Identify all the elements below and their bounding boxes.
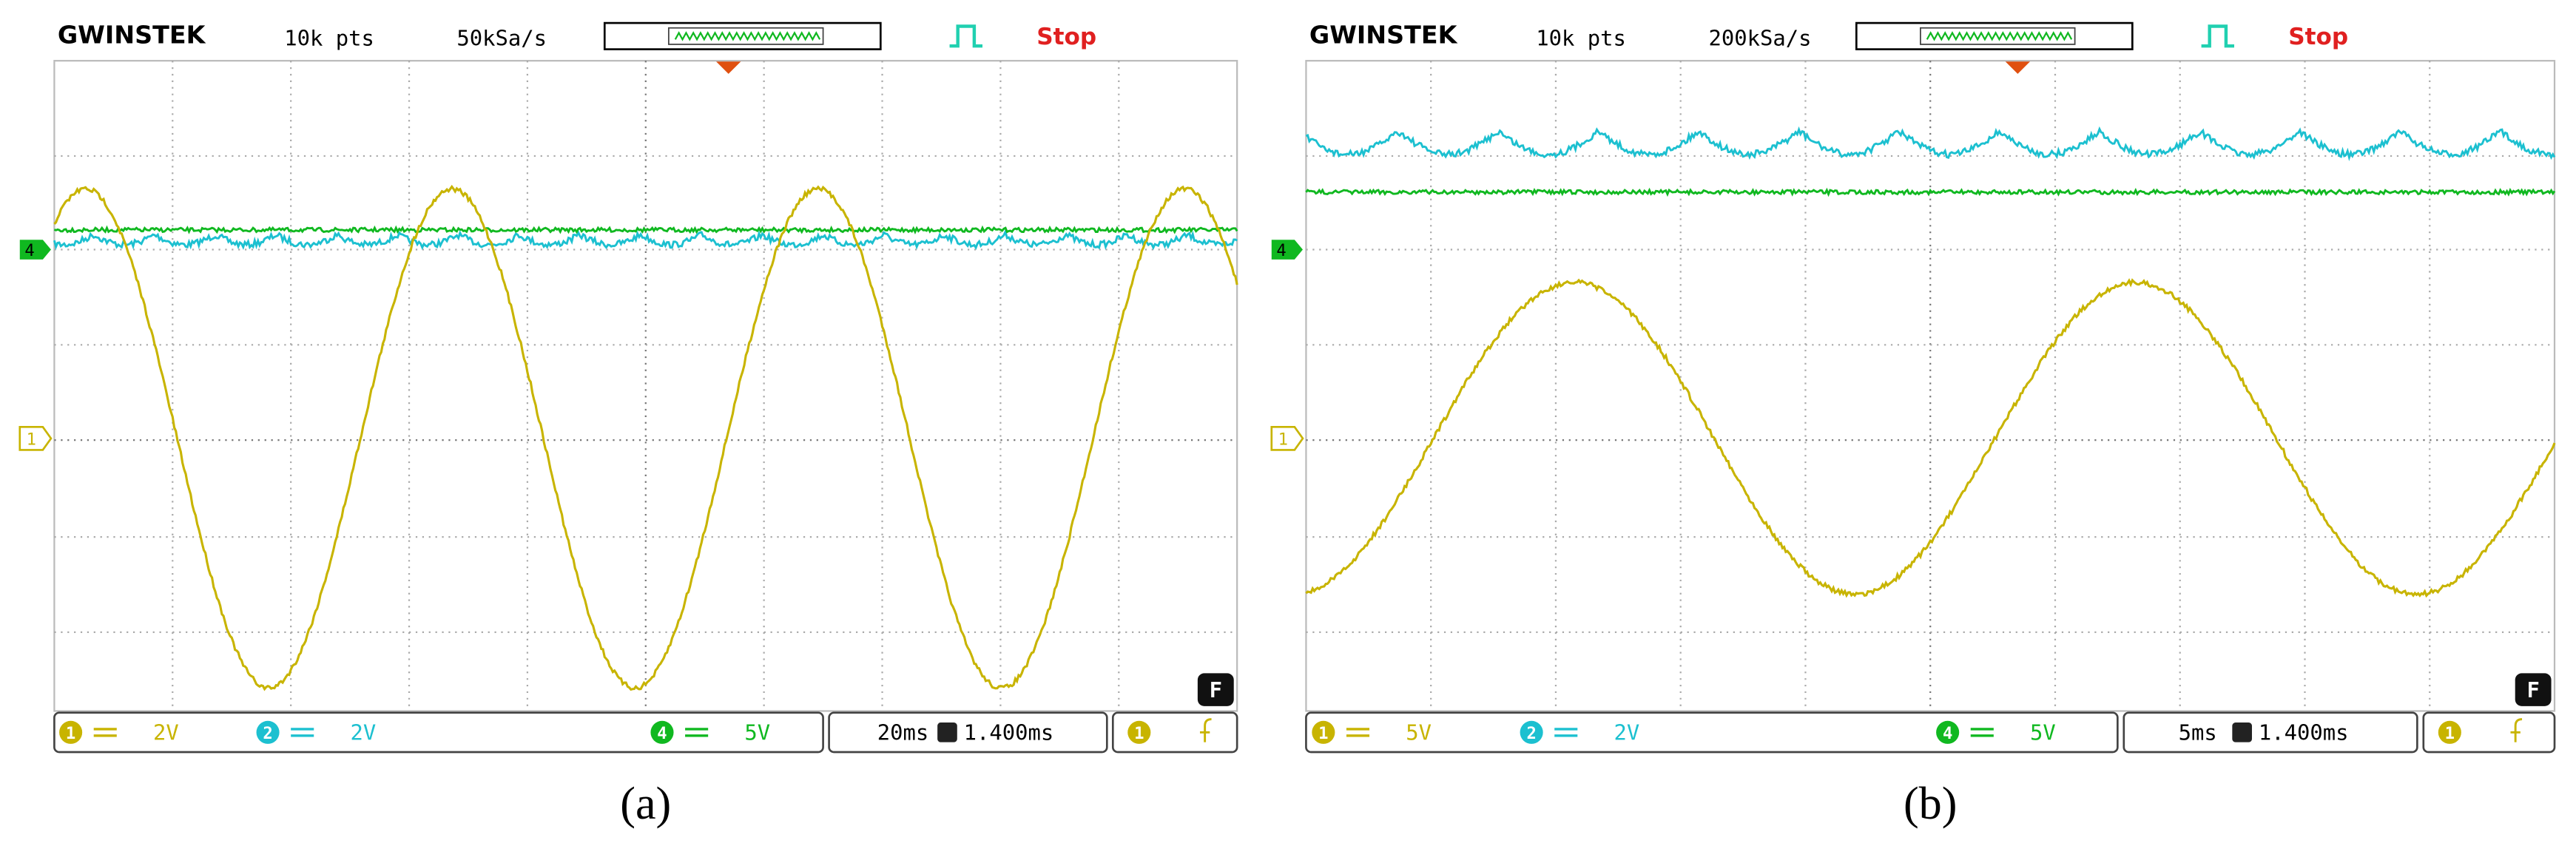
channel-id: 2 <box>263 724 272 743</box>
h-position: 1.400ms <box>964 720 1054 745</box>
scope-screen: GWINSTEK 10k pts 50kSa/s Stop 4 1 F 1 2V 2 2V 4 5V 20… <box>18 20 1238 829</box>
marker-ch1-label: 1 <box>1278 430 1288 450</box>
run-status: Stop <box>2288 24 2348 50</box>
trigger-source: 1 <box>2445 724 2455 743</box>
marker-ch4-label: 4 <box>1276 241 1286 260</box>
channel-badge <box>256 720 280 744</box>
fine-box <box>2515 673 2552 706</box>
sample-rate: 200kSa/s <box>1708 25 1811 50</box>
marker-ch1 <box>1270 425 1304 451</box>
channel-badge <box>1312 720 1335 744</box>
channel-badge <box>59 720 83 744</box>
coupling-icon <box>1970 728 1994 737</box>
coupling-icon <box>685 728 709 737</box>
channel-badge <box>1936 720 1960 744</box>
coupling-icon <box>291 728 314 737</box>
trigger-position <box>715 61 742 74</box>
memory-wave <box>674 31 821 41</box>
fine-label: F <box>1210 677 1222 703</box>
trigger-slope <box>2510 718 2523 742</box>
timebase: 5ms <box>2179 720 2217 745</box>
trigger-box <box>2422 711 2556 754</box>
channel-id: 1 <box>1318 724 1328 743</box>
run-status: Stop <box>1036 24 1096 50</box>
marker-ch1 <box>18 425 53 451</box>
trigger-position <box>2004 61 2032 74</box>
channel-scale: 5V <box>744 720 770 745</box>
marker-ch4 <box>19 240 51 260</box>
trace-ch4 <box>53 225 1238 234</box>
fine-label: F <box>2526 677 2539 703</box>
sample-rate: 50kSa/s <box>456 25 547 50</box>
channel-scale: 5V <box>2030 720 2056 745</box>
coupling-icon <box>93 728 117 737</box>
trigger-icon <box>949 24 982 48</box>
channel-scale: 2V <box>153 720 179 745</box>
trigger-badge <box>2438 720 2461 744</box>
trace-ch1 <box>53 184 1238 691</box>
timebase: 20ms <box>877 720 929 745</box>
channel-scale: 2V <box>1614 720 1640 745</box>
memory-window <box>1920 27 2076 45</box>
channel-id: 4 <box>1943 724 1952 743</box>
scope-screen: GWINSTEK 10k pts 200kSa/s Stop 4 1 F 1 5V 2 2V 4 5V 5… <box>1270 20 2556 829</box>
channel-box <box>53 711 824 754</box>
coupling-icon <box>1554 728 1578 737</box>
brand: GWINSTEK <box>1309 20 1458 49</box>
marker-ch4-label: 4 <box>24 241 34 260</box>
trigger-badge <box>1127 720 1151 744</box>
record-length: 10k pts <box>284 25 374 50</box>
memory-wave <box>1926 31 2073 41</box>
channel-id: 1 <box>66 724 75 743</box>
channel-id: 4 <box>657 724 667 743</box>
channel-scale: 5V <box>1406 720 1432 745</box>
channel-scale: 2V <box>350 720 376 745</box>
trace-ch1 <box>1305 278 2556 598</box>
record-length: 10k pts <box>1536 25 1626 50</box>
channel-box <box>1305 711 2119 754</box>
trigger-icon <box>2201 24 2235 48</box>
trace-ch4 <box>1305 187 2556 197</box>
channel-badge <box>1520 720 1543 744</box>
channel-id: 2 <box>1526 724 1536 743</box>
trace-ch2 <box>1305 126 2556 162</box>
timebase-box <box>828 711 1108 754</box>
trace-ch2 <box>53 228 1238 251</box>
marker-ch1-label: 1 <box>27 430 36 450</box>
trigger-source: 1 <box>1134 724 1144 743</box>
trigger-slope <box>1199 718 1212 742</box>
marker-ch4 <box>1271 240 1303 260</box>
channel-badge <box>650 720 674 744</box>
fine-box <box>1197 673 1234 706</box>
position-icon <box>2232 723 2252 742</box>
position-icon <box>937 723 957 742</box>
coupling-icon <box>1346 728 1370 737</box>
panel-caption: (a) <box>620 779 671 829</box>
brand: GWINSTEK <box>58 20 206 49</box>
panel-caption: (b) <box>1904 779 1957 829</box>
h-position: 1.400ms <box>2259 720 2349 745</box>
memory-window <box>667 27 824 45</box>
timebase-box <box>2122 711 2418 754</box>
